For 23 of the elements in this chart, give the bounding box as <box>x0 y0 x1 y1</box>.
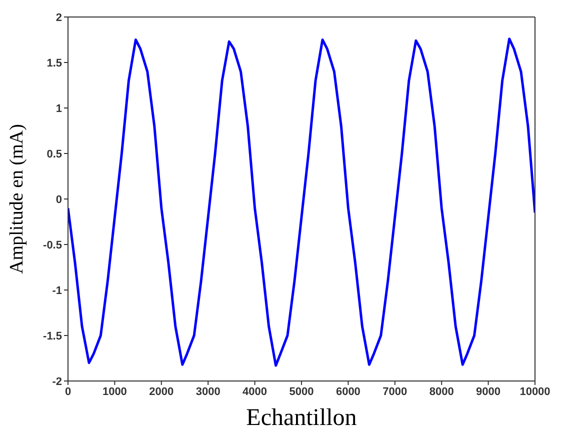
y-tick-label: -2 <box>52 376 62 388</box>
y-tick-label: 1.5 <box>46 57 62 70</box>
x-tick-label: 7000 <box>382 386 408 398</box>
y-tick-label: -1 <box>52 284 62 297</box>
line-series <box>68 38 535 367</box>
x-tick-label: 4000 <box>242 386 268 398</box>
x-tick-label: 0 <box>64 386 72 398</box>
x-axis-title: Echantillon <box>246 405 357 431</box>
y-tick-label: 0 <box>56 194 62 206</box>
x-tick-label: 6000 <box>336 386 360 398</box>
x-tick-label: 2000 <box>149 386 174 398</box>
y-axis-title: Amplitude en (mA) <box>6 124 28 274</box>
y-tick-label: -0.5 <box>43 239 62 252</box>
y-tick-label: 0.5 <box>46 148 62 160</box>
x-tick-label: 3000 <box>196 386 220 398</box>
y-tick-label: 2 <box>56 12 62 24</box>
x-tick-label: 5000 <box>289 386 314 398</box>
x-tick-label: 9000 <box>476 386 501 398</box>
x-tick-label: 10000 <box>520 386 550 398</box>
x-tick-label: 8000 <box>429 386 454 398</box>
x-tick-label: 1000 <box>102 386 127 398</box>
y-tick-label: 1 <box>56 102 62 115</box>
y-tick-label: -1.5 <box>43 330 62 342</box>
